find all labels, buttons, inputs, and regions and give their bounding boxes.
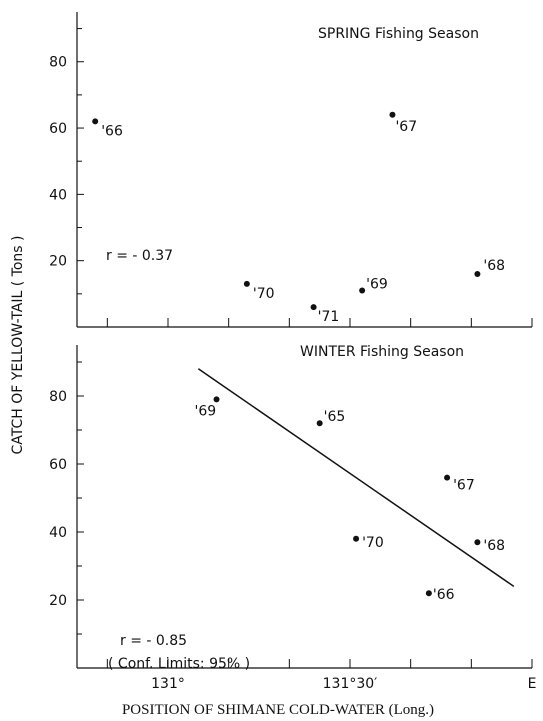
data-point-label: '66: [433, 587, 455, 603]
spring-correlation: r = - 0.37: [106, 248, 173, 264]
spring-title: SPRING Fishing Season: [318, 26, 479, 42]
data-point: [243, 280, 250, 287]
winter-correlation: r = - 0.85: [120, 633, 187, 649]
data-point-label: '71: [318, 309, 340, 325]
winter-regression-line: [197, 368, 515, 588]
data-point-label: '69: [366, 277, 388, 293]
x-tick-label: E: [528, 676, 537, 692]
data-point-label: '66: [101, 123, 123, 139]
spring-points: '66 '67 '68 '69 '70 '71: [92, 111, 505, 325]
data-point: [310, 304, 317, 311]
data-point-label: '65: [324, 409, 346, 425]
x-tick-label: 131°: [151, 676, 185, 692]
spring-panel: 20 40 60 80 '66 '67 '68 '69 '70 '71 SPRING Fishi…: [49, 12, 533, 328]
y-tick-label: 20: [49, 254, 67, 270]
data-point: [474, 539, 481, 546]
y-tick-label: 40: [49, 187, 67, 203]
winter-x-ticks: 131° 131°30′ E: [106, 659, 537, 692]
winter-y-ticks: 20 40 60 80: [49, 361, 84, 635]
data-point-label: '69: [195, 403, 217, 419]
x-axis-title: POSITION OF SHIMANE COLD-WATER (Long.): [122, 702, 434, 718]
winter-panel: 20 40 60 80 131° 131°30′ E '69 '65 '67 '70 '68 '66…: [49, 344, 536, 692]
spring-y-ticks: 20 40 60 80: [49, 28, 84, 295]
data-point-label: '70: [362, 535, 384, 551]
data-point-label: '70: [253, 286, 275, 302]
winter-title: WINTER Fishing Season: [300, 344, 464, 360]
y-tick-label: 60: [49, 457, 67, 473]
data-point-label: '68: [483, 258, 505, 274]
data-point-label: '67: [453, 478, 475, 494]
data-point: [316, 420, 323, 427]
y-tick-label: 60: [49, 121, 67, 137]
y-axis-title: CATCH OF YELLOW-TAIL ( Tons ): [10, 236, 26, 455]
x-tick-label: 131°30′: [323, 676, 378, 692]
data-point-label: '68: [483, 538, 505, 554]
spring-x-ticks: [106, 318, 533, 327]
data-point: [444, 474, 451, 481]
data-point-label: '67: [395, 119, 417, 135]
data-point: [353, 535, 360, 542]
y-tick-label: 20: [49, 593, 67, 609]
y-tick-label: 80: [49, 389, 67, 405]
data-point: [92, 118, 99, 125]
winter-confidence-note: ( Conf. Limits: 95% ): [108, 656, 250, 672]
winter-points: '69 '65 '67 '70 '68 '66: [195, 396, 505, 603]
data-point: [359, 287, 366, 294]
y-tick-label: 80: [49, 55, 67, 71]
data-point: [389, 111, 396, 118]
data-point: [213, 396, 220, 403]
data-point: [474, 270, 481, 277]
y-tick-label: 40: [49, 525, 67, 541]
data-point: [425, 590, 432, 597]
